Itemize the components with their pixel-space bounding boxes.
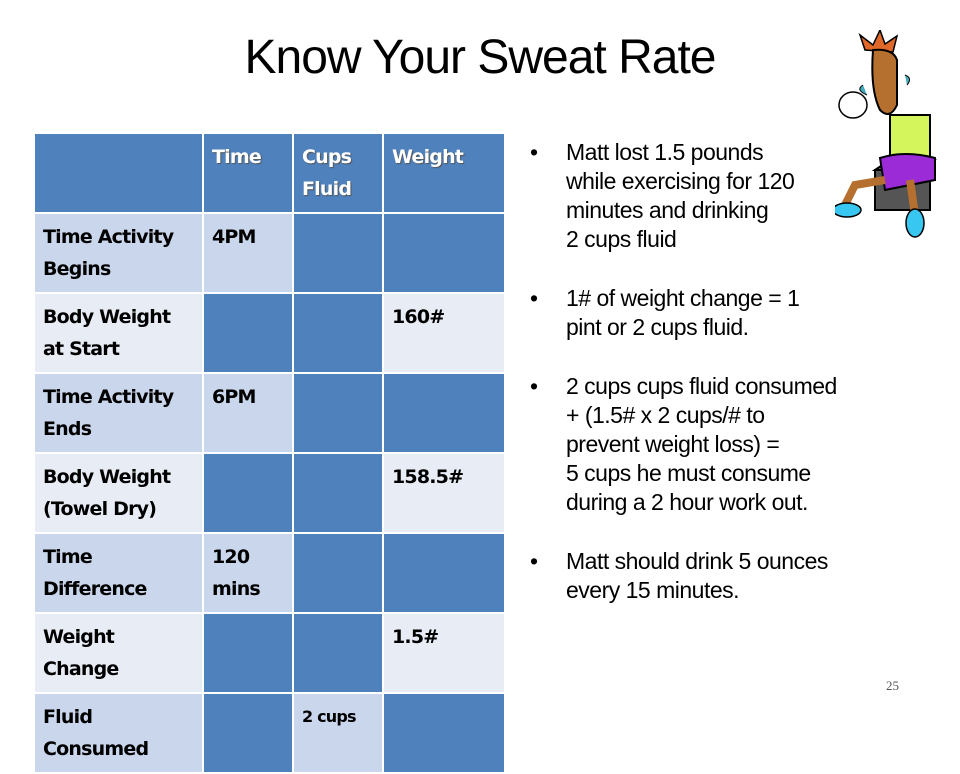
bullet-item: • Matt lost 1.5 pounds while exercising f…	[530, 138, 930, 254]
bullet-icon: •	[530, 548, 538, 574]
table-cell: 6PM	[202, 372, 294, 454]
table-cell	[202, 452, 294, 534]
table-row: Weight Change 1.5#	[33, 612, 506, 694]
table-cell	[382, 532, 506, 614]
table-cell	[202, 612, 294, 694]
table-row: Time Activity Begins 4PM	[33, 212, 506, 294]
table-cell	[202, 292, 294, 374]
sweating-man-illustration	[832, 28, 950, 245]
table-cell	[382, 372, 506, 454]
row-label: Time Activity Begins	[33, 212, 204, 294]
table-cell: 4PM	[202, 212, 294, 294]
bullet-item: • 2 cups cups fluid consumed + (1.5# x 2 …	[530, 372, 930, 517]
table-cell: 158.5#	[382, 452, 506, 534]
bullet-text: 2 cups cups fluid consumed + (1.5# x 2 c…	[566, 373, 837, 515]
table-cell	[292, 212, 384, 294]
table-row: Time Activity Ends 6PM	[33, 372, 506, 454]
table-cell: 2 cups	[292, 692, 384, 774]
slide-title: Know Your Sweat Rate	[244, 31, 717, 84]
row-label: Fluid Consumed	[33, 692, 204, 774]
bullet-icon: •	[530, 139, 538, 165]
header-cell: Cups Fluid	[292, 132, 384, 214]
bullet-item: • Matt should drink 5 ounces every 15 min…	[530, 547, 930, 605]
table-cell	[292, 452, 384, 534]
row-label: Time Activity Ends	[33, 372, 204, 454]
table-cell: 120 mins	[202, 532, 294, 614]
table-cell: 1.5#	[382, 612, 506, 694]
table-row: Fluid Consumed 2 cups	[33, 692, 506, 774]
table-header-row: Time Cups Fluid Weight	[33, 132, 506, 214]
slide-number: 25	[886, 678, 899, 693]
table-cell	[292, 292, 384, 374]
row-label: Body Weight (Towel Dry)	[33, 452, 204, 534]
bullet-item: • 1# of weight change = 1 pint or 2 cups …	[530, 284, 930, 342]
table-row: Body Weight at Start 160#	[33, 292, 506, 374]
bullet-text: Matt should drink 5 ounces every 15 minu…	[566, 548, 828, 603]
row-label: Body Weight at Start	[33, 292, 204, 374]
table-cell	[382, 212, 506, 294]
table-cell	[292, 612, 384, 694]
bullet-text: 1# of weight change = 1 pint or 2 cups f…	[566, 285, 800, 340]
sweat-rate-table: Time Cups Fluid Weight Time Activity Beg…	[33, 132, 506, 774]
row-label: Time Difference	[33, 532, 204, 614]
bullet-list: • Matt lost 1.5 pounds while exercising f…	[530, 138, 930, 635]
bullet-icon: •	[530, 285, 538, 311]
table-cell: 160#	[382, 292, 506, 374]
bullet-icon: •	[530, 373, 538, 399]
table-cell	[292, 372, 384, 454]
header-cell	[33, 132, 204, 214]
table-cell	[202, 692, 294, 774]
bullet-text: Matt lost 1.5 pounds while exercising fo…	[566, 139, 795, 252]
table-row: Body Weight (Towel Dry) 158.5#	[33, 452, 506, 534]
table-row: Time Difference 120 mins	[33, 532, 506, 614]
row-label: Weight Change	[33, 612, 204, 694]
header-cell: Time	[202, 132, 294, 214]
header-cell: Weight	[382, 132, 506, 214]
table-cell	[382, 692, 506, 774]
table-cell	[292, 532, 384, 614]
